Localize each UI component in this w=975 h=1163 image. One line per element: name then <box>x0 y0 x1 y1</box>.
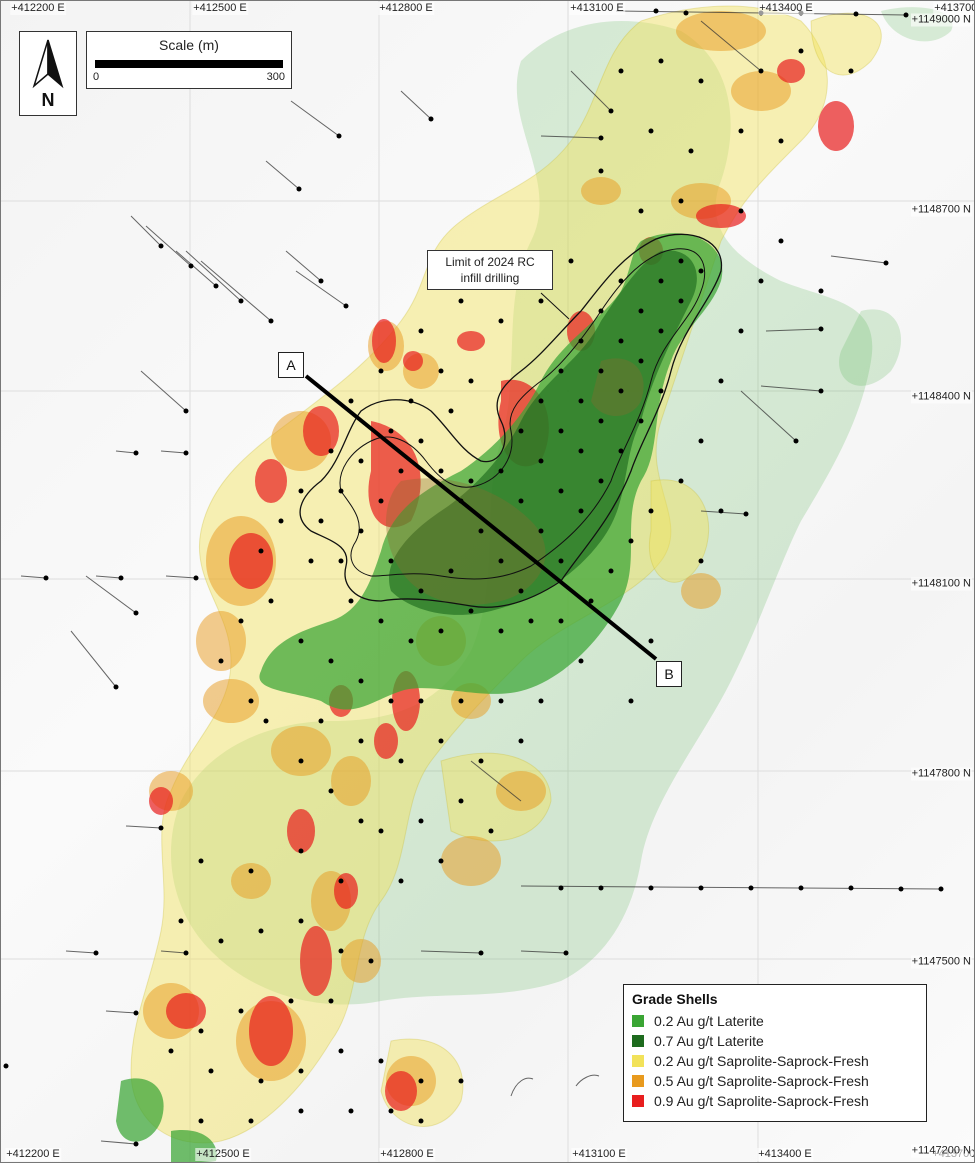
northing-label: +1147500 N <box>910 955 972 969</box>
easting-label-bottom: +412200 E <box>5 1148 61 1161</box>
northing-label: +1147800 N <box>910 767 972 781</box>
northing-label: +1148700 N <box>910 203 972 217</box>
legend: Grade Shells 0.2 Au g/t Laterite 0.7 Au … <box>623 984 927 1122</box>
north-label: N <box>41 90 55 110</box>
easting-label-bottom: +413400 E <box>757 1148 813 1161</box>
easting-label-bottom: +412500 E <box>195 1148 251 1161</box>
legend-swatch <box>632 1015 644 1027</box>
legend-item: 0.9 Au g/t Saprolite-Saprock-Fresh <box>632 1091 918 1111</box>
infill-drilling-callout: Limit of 2024 RC infill drilling <box>427 250 553 290</box>
easting-label-top: +413400 E <box>758 2 814 15</box>
legend-item-label: 0.2 Au g/t Saprolite-Saprock-Fresh <box>654 1053 869 1069</box>
northing-label: +1147200 N <box>910 1144 972 1158</box>
legend-item: 0.2 Au g/t Laterite <box>632 1011 918 1031</box>
legend-item-label: 0.9 Au g/t Saprolite-Saprock-Fresh <box>654 1093 869 1109</box>
infill-drilling-inner-outline <box>339 248 706 580</box>
easting-label-top: +412800 E <box>378 2 434 15</box>
legend-item-label: 0.7 Au g/t Laterite <box>654 1033 764 1049</box>
northing-label: +1149000 N <box>910 13 972 27</box>
easting-label-bottom: +413100 E <box>571 1148 627 1161</box>
callout-line-1: Limit of 2024 RC <box>445 255 535 269</box>
northing-label: +1148100 N <box>910 577 972 591</box>
legend-swatch <box>632 1095 644 1107</box>
easting-label-bottom: +412800 E <box>379 1148 435 1161</box>
easting-label-top: +413100 E <box>569 2 625 15</box>
north-arrow-box: N <box>19 31 77 116</box>
scale-bar-line <box>95 60 283 68</box>
northing-label: +1148400 N <box>910 390 972 404</box>
legend-title: Grade Shells <box>632 991 718 1007</box>
legend-swatch <box>632 1055 644 1067</box>
legend-item: 0.5 Au g/t Saprolite-Saprock-Fresh <box>632 1071 918 1091</box>
easting-label-top: +412500 E <box>192 2 248 15</box>
legend-swatch <box>632 1075 644 1087</box>
legend-item-label: 0.5 Au g/t Saprolite-Saprock-Fresh <box>654 1073 869 1089</box>
mixed-shell-overlay <box>386 358 644 605</box>
legend-swatch <box>632 1035 644 1047</box>
section-line-a-b <box>304 374 658 661</box>
scale-title: Scale (m) <box>159 37 219 53</box>
callout-line-2: infill drilling <box>460 271 520 285</box>
scale-min-label: 0 <box>93 71 100 83</box>
infill-drilling-limit-outline <box>299 233 723 608</box>
legend-item: 0.2 Au g/t Saprolite-Saprock-Fresh <box>632 1051 918 1071</box>
section-label-b: B <box>656 661 682 687</box>
scale-max-label: 300 <box>266 71 285 83</box>
legend-item-label: 0.2 Au g/t Laterite <box>654 1013 764 1029</box>
easting-label-top: +413700 E <box>933 2 974 15</box>
section-label-a: A <box>278 352 304 378</box>
drill-collars <box>3 8 944 1147</box>
scale-bar: Scale (m) 0 300 <box>86 31 292 89</box>
easting-label-top: +412200 E <box>10 2 66 15</box>
legend-item: 0.7 Au g/t Laterite <box>632 1031 918 1051</box>
north-arrow-icon <box>32 39 64 89</box>
